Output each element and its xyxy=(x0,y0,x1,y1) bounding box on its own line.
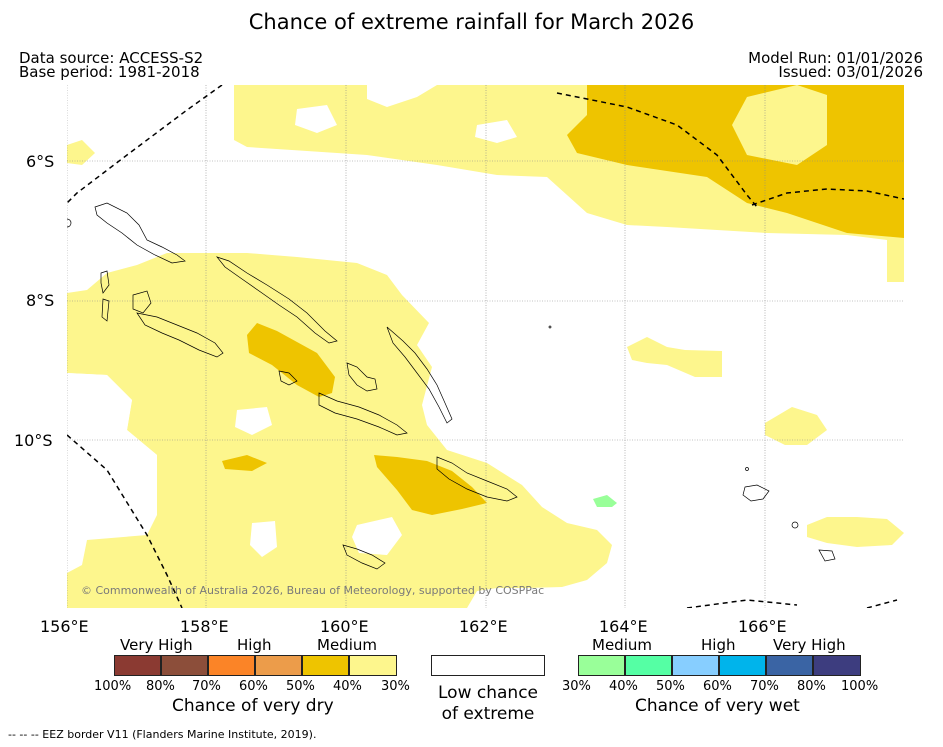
dry-tick-30: 30% xyxy=(381,679,410,694)
lat-label-8s: 8°S xyxy=(26,291,55,310)
dry-30-40-west xyxy=(67,253,612,608)
chart-title: Chance of extreme rainfall for March 202… xyxy=(248,10,695,34)
lon-label-158e: 158°E xyxy=(180,617,229,636)
wet-category-medium: Medium xyxy=(592,636,652,654)
dry-category-very-high: Very High xyxy=(120,636,193,654)
wet-swatch-2 xyxy=(625,655,672,676)
lon-label-166e: 166°E xyxy=(738,617,787,636)
dry-tick-70: 70% xyxy=(192,679,221,694)
lon-label-160e: 160°E xyxy=(320,617,369,636)
wet-tick-40: 40% xyxy=(609,679,638,694)
wet-swatch-3 xyxy=(672,655,719,676)
wet-30-40-patch xyxy=(593,495,617,507)
wet-category-high: High xyxy=(701,636,736,654)
low-chance-swatch xyxy=(431,655,545,676)
dry-swatch-4 xyxy=(255,655,302,676)
dry-swatch-3 xyxy=(208,655,255,676)
gridlines xyxy=(67,85,904,608)
low-chance-caption-2: of extreme xyxy=(441,704,535,724)
wet-tick-60: 60% xyxy=(703,679,732,694)
rainfall-map: © Commonwealth of Australia 2026, Bureau… xyxy=(67,85,904,608)
wet-tick-70: 70% xyxy=(750,679,779,694)
dry-swatch-5 xyxy=(302,655,349,676)
wet-tick-30: 30% xyxy=(562,679,591,694)
lon-label-156e: 156°E xyxy=(40,617,89,636)
data-source: Data source: ACCESS-S2 xyxy=(19,49,204,67)
wet-category-very-high: Very High xyxy=(773,636,846,654)
map-panel: © Commonwealth of Australia 2026, Bureau… xyxy=(67,85,904,608)
copyright-notice: © Commonwealth of Australia 2026, Bureau… xyxy=(81,584,544,597)
wet-swatch-1 xyxy=(578,655,625,676)
wet-swatch-6 xyxy=(813,655,861,676)
dry-tick-80: 80% xyxy=(146,679,175,694)
issued-date: Issued: 03/01/2026 xyxy=(778,63,923,81)
lon-label-164e: 164°E xyxy=(599,617,648,636)
wet-caption: Chance of very wet xyxy=(635,696,800,716)
dry-40-50-central xyxy=(247,323,335,397)
dry-swatch-1 xyxy=(114,655,161,676)
dry-swatch-6 xyxy=(349,655,397,676)
dry-category-medium: Medium xyxy=(317,636,377,654)
base-period: Base period: 1981-2018 xyxy=(19,63,200,81)
dry-tick-50: 50% xyxy=(286,679,315,694)
dry-swatch-2 xyxy=(161,655,208,676)
eez-footer-note: -- -- -- EEZ border V11 (Flanders Marine… xyxy=(8,728,317,741)
wet-tick-50: 50% xyxy=(656,679,685,694)
model-run: Model Run: 01/01/2026 xyxy=(748,49,923,67)
wet-swatch-4 xyxy=(719,655,766,676)
dry-caption: Chance of very dry xyxy=(172,696,334,716)
coastlines xyxy=(67,202,836,570)
dry-tick-60: 60% xyxy=(239,679,268,694)
low-chance-caption-1: Low chance xyxy=(438,683,538,703)
dry-tick-40: 40% xyxy=(333,679,362,694)
dry-tick-100: 100% xyxy=(94,679,132,694)
wet-tick-80: 80% xyxy=(797,679,826,694)
wet-swatch-5 xyxy=(766,655,813,676)
wet-tick-100: 100% xyxy=(841,679,879,694)
lon-label-162e: 162°E xyxy=(459,617,508,636)
eez-borders xyxy=(67,85,904,608)
lat-label-6s: 6°S xyxy=(26,152,55,171)
dry-category-high: High xyxy=(237,636,272,654)
lat-label-10s: 10°S xyxy=(14,431,53,450)
